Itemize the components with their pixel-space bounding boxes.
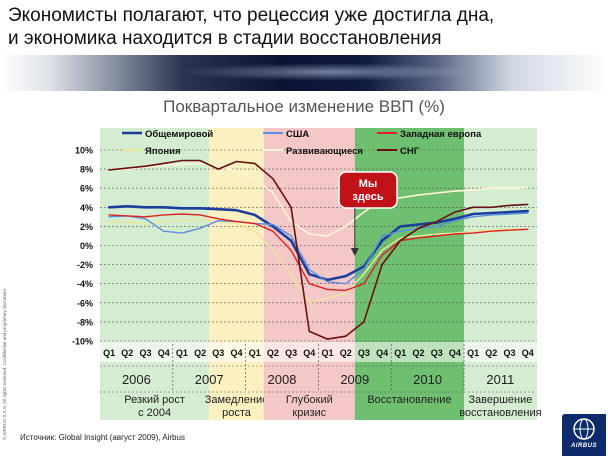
slide-title-line1: Экономисты полагают, что рецессия уже до… [8,5,495,26]
x-tick-label: Q2 [485,348,497,358]
y-tick-label: -4% [77,279,93,289]
phase-band [100,128,210,420]
year-label: 2011 [486,372,514,387]
x-tick-label: Q3 [358,348,370,358]
y-tick-label: 6% [80,184,93,194]
legend-label: США [286,129,309,140]
x-tick-label: Q2 [194,348,206,358]
series-line [107,205,530,282]
series-line [108,162,529,237]
x-tick-label: Q1 [249,348,261,358]
airbus-logo: AIRBUS [562,414,606,456]
copyright-note: © AIRBUS S.A.S. All rights reserved. Con… [2,287,7,440]
slide-title: Экономисты полагают, что рецессия уже до… [8,4,598,50]
phase-label: Резкий рост с 2004 [124,394,185,419]
x-tick-label: Q3 [431,348,443,358]
legend-label: Япония [145,146,181,157]
year-label: 2010 [413,372,442,387]
y-tick-label: 8% [80,165,93,175]
legend-label: СНГ [400,146,420,157]
slide-title-line2: и экономика находится в стадии восстанов… [8,28,442,49]
series-line [108,213,529,292]
source-note: Источник: Global Insight (август 2009), … [20,433,185,442]
x-tick-label: Q3 [285,348,297,358]
chart-title: Поквартальное изменение ВВП (%) [163,97,445,116]
legend-label: Западная европа [400,129,482,140]
x-tick-label: Q4 [522,348,534,358]
x-tick-label: Q4 [303,348,315,358]
x-tick-label: Q4 [230,348,242,358]
callout-label: Мы здесь [352,178,384,203]
x-tick-label: Q3 [139,348,151,358]
x-tick-label: Q1 [176,348,188,358]
y-tick-label: -10% [72,337,93,347]
x-tick-label: Q2 [340,348,352,358]
x-tick-label: Q3 [503,348,515,358]
phase-label: Завершение восстановления [459,394,541,419]
y-tick-label: 10% [75,146,93,156]
year-label: 2006 [122,372,151,387]
phase-label: Глубокий кризис [286,394,333,419]
x-tick-label: Q4 [376,348,388,358]
y-tick-label: -2% [77,260,93,270]
callout-arrowhead [350,248,359,256]
x-tick-label: Q1 [321,348,333,358]
series-line [108,212,529,285]
x-tick-label: Q2 [267,348,279,358]
series-line [108,218,529,304]
y-tick-label: 0% [80,241,93,251]
phase-label: Восстановление [367,394,451,406]
year-label: 2009 [340,372,369,387]
y-tick-label: -6% [77,298,93,308]
x-tick-label: Q1 [394,348,406,358]
airbus-globe-icon [573,418,595,440]
header-banner [0,55,608,91]
year-label: 2007 [195,372,224,387]
x-tick-label: Q3 [212,348,224,358]
phase-label: Замедление роста [205,394,269,419]
airbus-logo-text: AIRBUS [570,443,597,449]
x-tick-label: Q1 [103,348,115,358]
year-label: 2008 [268,372,297,387]
phase-band [209,128,264,420]
y-tick-label: 4% [80,203,93,213]
y-tick-label: 2% [80,222,93,232]
x-tick-label: Q2 [121,348,133,358]
callout-box [338,171,398,209]
y-tick-label: -8% [77,317,93,327]
legend-label: Развивающиеся [286,146,363,157]
x-tick-label: Q4 [158,348,170,358]
x-tick-label: Q1 [467,348,479,358]
series-line [108,159,529,340]
legend-label: Общемировой [145,129,213,140]
phase-band [464,128,537,420]
x-tick-label: Q2 [412,348,424,358]
x-tick-label: Q4 [449,348,461,358]
